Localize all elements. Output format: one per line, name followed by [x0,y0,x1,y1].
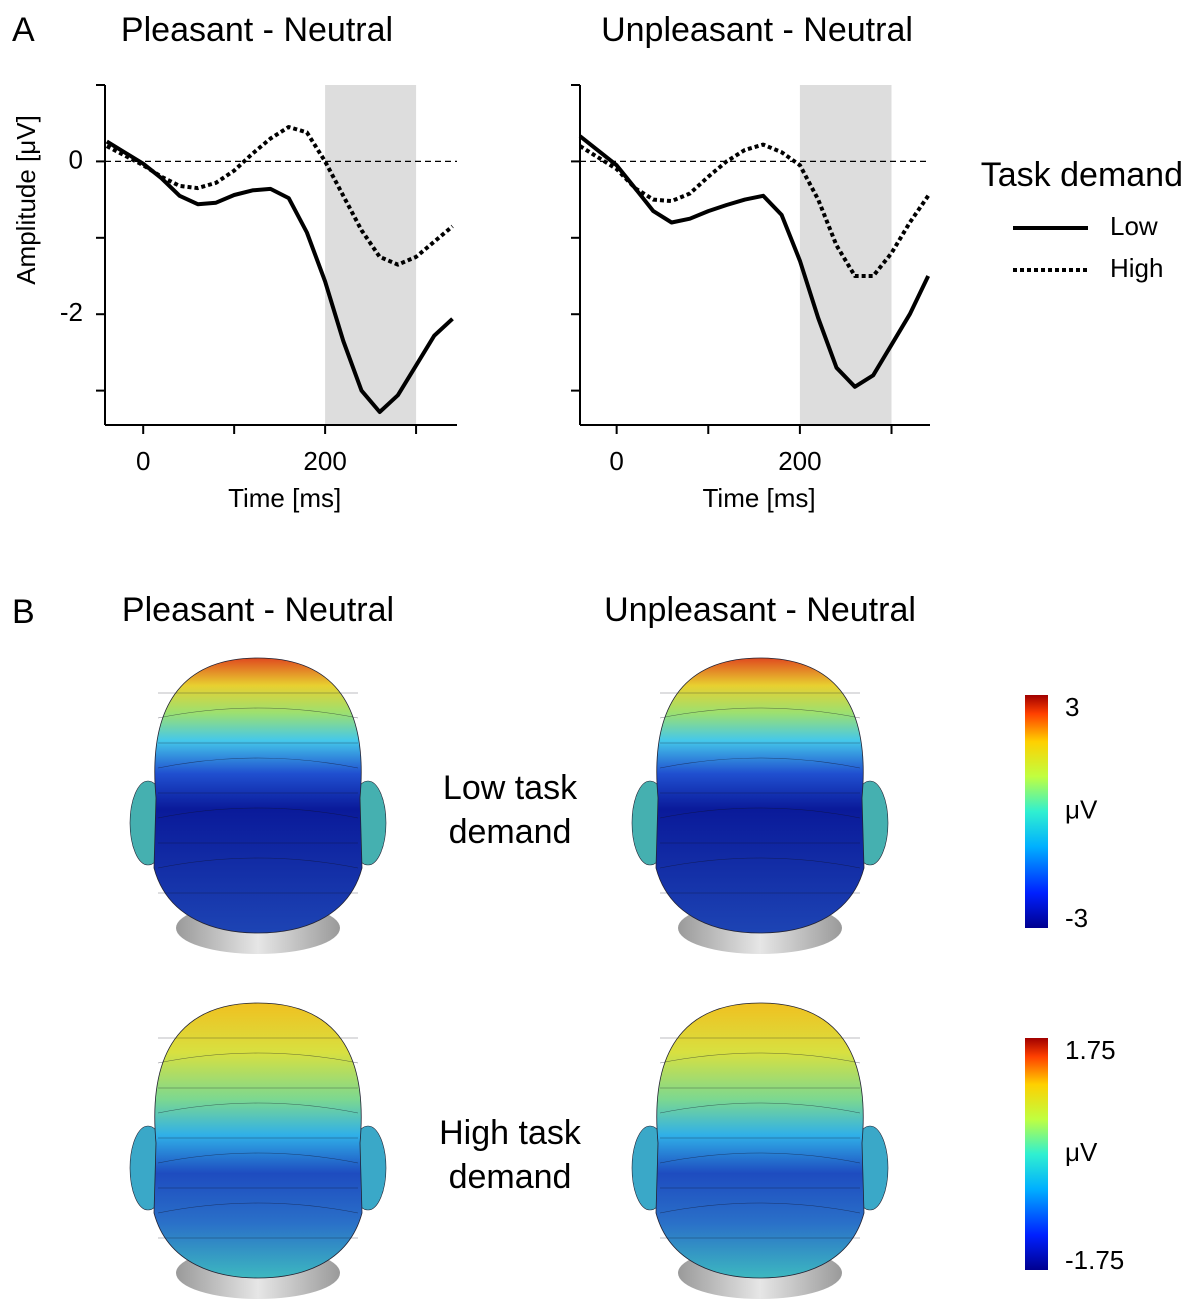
line-series [578,134,931,389]
head-map [153,1002,363,1279]
contour [157,857,359,869]
row-label: High task [439,1114,582,1152]
colorbar-unit: μV [1065,794,1098,824]
colorbar-tick-label: 3 [1065,692,1079,722]
y-tick-label: 0 [69,144,83,174]
contour [157,707,359,719]
x-axis-label: Time [ms] [703,483,816,513]
contour [659,807,861,819]
head-map [153,657,363,934]
colorbar-unit: μV [1065,1137,1098,1167]
line-series [105,125,454,267]
x-tick-label: 200 [303,446,346,476]
row-label: demand [449,813,572,851]
column-title: Unpleasant - Neutral [604,591,916,629]
column-title: Pleasant - Neutral [122,591,394,629]
head-map [655,657,865,934]
y-tick-label: -2 [60,297,83,327]
contour [659,1152,861,1164]
panel-label: A [12,11,35,49]
contour [157,1052,359,1064]
row-label: Low task [443,769,578,807]
colorbar-tick-label: -1.75 [1065,1245,1124,1275]
panel-label: B [12,593,35,631]
contour [659,707,861,719]
y-axis-label: Amplitude [μV] [11,115,41,285]
x-axis-label: Time [ms] [228,483,341,513]
colorbar [1025,695,1048,928]
contour [659,857,861,869]
contour [659,757,861,769]
colorbar [1025,1038,1048,1270]
legend-label: High [1110,253,1163,283]
row-label: demand [449,1158,572,1196]
chart-title: Unpleasant - Neutral [601,11,913,49]
legend-label: Low [1110,211,1158,241]
shaded-window [325,85,417,425]
contour [659,1202,861,1214]
contour [157,1102,359,1114]
x-tick-label: 0 [609,446,623,476]
contour [157,807,359,819]
x-tick-label: 0 [136,446,150,476]
contour [659,1102,861,1114]
legend-title: Task demand [981,156,1183,194]
x-tick-label: 200 [778,446,821,476]
colorbar-tick-label: 1.75 [1065,1035,1116,1065]
contour [157,757,359,769]
chart-title: Pleasant - Neutral [121,11,393,49]
contour [659,1052,861,1064]
line-series [578,142,930,278]
contour [157,1152,359,1164]
line-series [105,139,454,414]
colorbar-tick-label: -3 [1065,903,1088,933]
shaded-window [799,85,892,425]
head-map [655,1002,865,1279]
contour [157,1202,359,1214]
